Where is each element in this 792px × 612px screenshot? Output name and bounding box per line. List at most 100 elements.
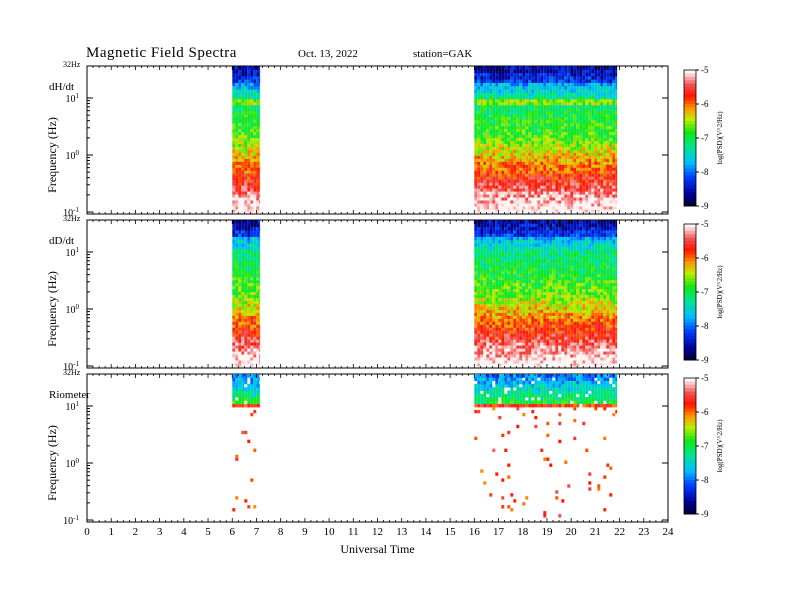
spectrogram-cell — [576, 92, 580, 97]
spectrogram-cell — [546, 66, 550, 70]
spectrogram-cell — [477, 200, 481, 204]
spectrogram-cell — [537, 179, 541, 183]
spectrogram-cell — [489, 66, 493, 70]
spectrogram-cell — [498, 185, 502, 189]
spectrogram-cell — [558, 101, 562, 106]
spectrogram-cell — [477, 176, 481, 180]
spectrogram-cell — [516, 253, 520, 257]
spectrogram-cell — [480, 79, 484, 83]
spectrogram-cell — [540, 128, 544, 133]
spectrogram-cell — [495, 179, 499, 183]
spectrogram-cell — [597, 113, 601, 118]
spectrogram-cell — [543, 236, 547, 241]
spectrogram-cell — [492, 197, 496, 201]
spectrogram-cell — [256, 255, 260, 260]
spectrogram-cell — [498, 264, 502, 269]
spectrogram-cell — [495, 170, 499, 174]
spectrogram-cell — [564, 110, 568, 115]
spectrogram-cell — [477, 125, 481, 130]
spectrogram-cell — [486, 134, 490, 139]
spectrogram-cell — [555, 276, 559, 281]
spectrogram-cell — [483, 206, 487, 210]
spectrogram-cell — [477, 233, 481, 237]
spectrogram-cell — [561, 110, 565, 115]
colorbar-1-tick-label: -7 — [701, 133, 709, 143]
spectrogram-cell — [531, 253, 535, 257]
spectrogram-cell — [235, 336, 239, 340]
spectrogram-cell — [531, 233, 535, 237]
spectrogram-cell — [501, 79, 505, 83]
spectrogram-cell — [504, 104, 508, 109]
spectrogram-cell — [480, 233, 484, 237]
spectrogram-cell — [489, 79, 493, 83]
spectrogram-cell — [477, 220, 481, 224]
spectrogram-cell — [513, 354, 517, 358]
spectrogram-cell — [250, 348, 254, 352]
spectrogram-cell — [477, 185, 481, 189]
spectrogram-cell — [612, 85, 616, 90]
spectrogram-cell — [597, 66, 601, 70]
spectrogram-cell — [543, 99, 547, 103]
spectrogram-cell — [558, 246, 562, 251]
spectrogram-cell — [483, 131, 487, 136]
spectrogram-cell — [483, 273, 487, 278]
spectrogram-cell — [474, 197, 478, 201]
spectrogram-cell — [609, 155, 613, 159]
spectrogram-cell — [513, 194, 517, 198]
spectrogram-cell — [564, 176, 568, 180]
spectrogram-cell — [232, 110, 236, 115]
spectrogram-cell — [510, 140, 514, 144]
spectrogram-cell — [582, 116, 586, 121]
spectrogram-cell — [238, 239, 242, 244]
spectrogram-cell — [489, 306, 493, 310]
spectrogram-cell — [555, 191, 559, 195]
spectrogram-cell — [552, 200, 556, 204]
spectrogram-cell — [244, 200, 248, 204]
spectrogram-cell — [546, 236, 550, 241]
spectrogram-cell — [495, 342, 499, 346]
spectrogram-cell — [232, 128, 236, 133]
spectrogram-cell — [573, 85, 577, 90]
spectrogram-cell — [540, 300, 544, 304]
spectrogram-cell — [510, 99, 514, 103]
spectrogram-cell — [480, 258, 484, 263]
spectrogram-cell — [567, 137, 571, 141]
spectrogram-cell — [600, 188, 604, 192]
spectrogram-cell — [498, 66, 502, 70]
spectrogram-cell — [241, 188, 245, 192]
spectrogram-cell — [477, 85, 481, 90]
spectrogram-cell — [558, 82, 562, 87]
spectrogram-cell — [510, 282, 514, 287]
spectrogram-cell — [238, 363, 242, 367]
spectrogram-cell — [492, 155, 496, 159]
spectrogram-cell — [256, 360, 260, 364]
spectrogram-cell — [256, 75, 260, 80]
spectrogram-cell — [594, 119, 598, 124]
spectrogram-cell — [543, 95, 547, 100]
spectrogram-cell — [540, 113, 544, 118]
spectrogram-cell — [480, 146, 484, 150]
spectrogram-cell — [480, 315, 484, 319]
spectrogram-cell — [612, 152, 616, 156]
spectrogram-cell — [483, 297, 487, 301]
spectrogram-cell — [537, 158, 541, 162]
spectrogram-cell — [531, 167, 535, 171]
spectrogram-cell — [483, 348, 487, 352]
spectrogram-cell — [489, 354, 493, 358]
spectrogram-cell — [489, 176, 493, 180]
spectrogram-cell — [247, 164, 251, 168]
spectrogram-cell — [522, 303, 526, 307]
spectrogram-cell — [477, 113, 481, 118]
spectrogram-cell — [537, 267, 541, 272]
spectrogram-cell — [582, 82, 586, 87]
spectrogram-cell — [489, 312, 493, 316]
spectrogram-cell — [474, 149, 478, 153]
spectrogram-cell — [540, 333, 544, 337]
spectrogram-cell — [477, 342, 481, 346]
spectrogram-cell — [567, 197, 571, 201]
spectrogram-cell — [259, 146, 261, 150]
spectrogram-cell — [513, 155, 517, 159]
spectrogram-cell — [615, 110, 618, 115]
spectrogram-cell — [525, 253, 529, 257]
spectrogram-cell — [480, 276, 484, 281]
